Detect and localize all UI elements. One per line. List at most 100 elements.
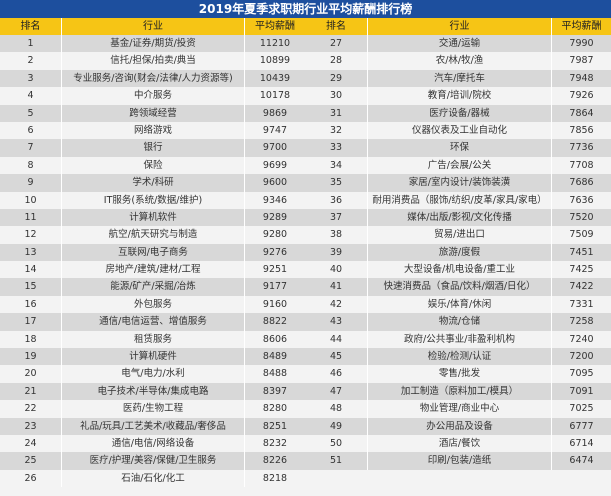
cell-salary: 7520	[569, 211, 594, 223]
salary-table: 排名 行业 平均薪酬 1 基金/证券/期货/投资 11210 2 信托/担保/拍卖/典当…	[0, 18, 611, 488]
cell-industry: 通信/电信/网络设备	[62, 434, 245, 453]
cell-salary: 7422	[569, 281, 594, 293]
table-row: 42 娱乐/体育/休闲 7331	[305, 295, 611, 314]
cell-rank: 47	[305, 382, 368, 401]
table-row: 22 医药/生物工程 8280	[0, 400, 305, 418]
cell-industry: 租赁服务	[62, 330, 245, 349]
cell-rank: 40	[305, 261, 368, 279]
cell-salary: 9177	[262, 281, 288, 293]
cell-rank: 38	[305, 226, 368, 244]
table-row: 14 房地产/建筑/建材/工程 9251	[0, 261, 305, 279]
cell-industry: 零售/批发	[368, 365, 552, 383]
cell-salary: 9700	[262, 142, 288, 154]
cell-industry: 电气/电力/水利	[62, 365, 245, 383]
cell-industry: 礼品/玩具/工艺美术/收藏品/奢侈品	[62, 417, 245, 435]
cell-rank: 20	[0, 365, 62, 383]
cell-salary: 6474	[569, 455, 594, 467]
cell-rank: 33	[305, 139, 368, 157]
table-row: 20 电气/电力/水利 8488	[0, 365, 305, 383]
table-row: 24 通信/电信/网络设备 8232	[0, 434, 305, 453]
cell-rank: 4	[0, 87, 62, 105]
cell-industry: 家居/室内设计/装饰装潢	[368, 174, 552, 192]
cell-rank: 46	[305, 365, 368, 383]
table-row: 45 检验/检测/认证 7200	[305, 348, 611, 366]
table-row: 13 互联网/电子商务 9276	[0, 243, 305, 262]
table-row: 26 石油/石化/化工 8218	[0, 469, 305, 488]
cell-salary: 8606	[262, 333, 288, 345]
table-title: 2019年夏季求职期行业平均薪酬排行榜	[0, 0, 611, 18]
cell-industry: 教育/培训/院校	[368, 87, 552, 105]
cell-salary: 7095	[569, 368, 594, 380]
table-row: 31 医疗设备/器械 7864	[305, 104, 611, 122]
cell-salary: 9699	[262, 159, 288, 171]
cell-industry: 交通/运输	[368, 35, 552, 53]
cell-salary: 7990	[569, 38, 594, 49]
table-row: 36 耐用消费品（服饰/纺织/皮革/家具/家电） 7636	[305, 191, 611, 209]
cell-industry: 基金/证券/期货/投资	[62, 35, 245, 53]
cell-industry: 中介服务	[62, 87, 245, 105]
cell-salary: 7025	[569, 403, 594, 415]
cell-rank: 11	[0, 208, 62, 227]
table-row: 41 快速消费品（食品/饮料/烟酒/日化） 7422	[305, 278, 611, 296]
header-row: 排名 行业 平均薪酬	[305, 18, 611, 35]
cell-salary: 8218	[262, 472, 288, 484]
cell-salary: 9160	[262, 298, 288, 310]
table-row: 18 租赁服务 8606	[0, 330, 305, 349]
cell-industry: 物业管理/商业中心	[368, 400, 552, 418]
cell-industry: 能源/矿产/采掘/冶炼	[62, 278, 245, 296]
cell-rank: 50	[305, 434, 368, 453]
cell-industry: 媒体/出版/影视/文化传播	[368, 208, 552, 227]
cell-rank: 32	[305, 121, 368, 140]
cell-salary: 11210	[259, 38, 291, 49]
cell-salary: 9289	[262, 211, 288, 223]
cell-salary: 7926	[569, 90, 594, 102]
cell-salary: 9346	[262, 194, 288, 206]
cell-rank: 44	[305, 330, 368, 349]
cell-rank: 8	[0, 156, 62, 175]
cell-salary: 7708	[569, 159, 594, 171]
cell-salary: 10439	[259, 72, 291, 84]
table-row: 4 中介服务 10178	[0, 87, 305, 105]
cell-rank: 49	[305, 417, 368, 435]
header-salary: 平均薪酬	[561, 21, 602, 32]
table-row: 32 仪器仪表及工业自动化 7856	[305, 121, 611, 140]
cell-rank: 21	[0, 382, 62, 401]
cell-rank: 25	[0, 452, 62, 470]
cell-salary: 7948	[569, 72, 594, 84]
cell-rank: 15	[0, 278, 62, 296]
cell-rank: 19	[0, 348, 62, 366]
cell-rank: 37	[305, 208, 368, 227]
table-row: 25 医疗/护理/美容/保健/卫生服务 8226	[0, 452, 305, 470]
table-row: 8 保险 9699	[0, 156, 305, 175]
cell-salary: 6777	[569, 420, 594, 432]
cell-industry: 加工制造（原料加工/模具）	[368, 382, 552, 401]
cell-industry: 电子技术/半导体/集成电路	[62, 382, 245, 401]
cell-rank: 9	[0, 174, 62, 192]
table-row: 5 跨领域经营 9869	[0, 104, 305, 122]
cell-rank: 5	[0, 104, 62, 122]
table-row: 43 物流/仓储 7258	[305, 313, 611, 331]
table-row: 49 办公用品及设备 6777	[305, 417, 611, 435]
cell-salary: 8397	[262, 385, 288, 397]
cell-industry: 汽车/摩托车	[368, 69, 552, 88]
table-row: 7 银行 9700	[0, 139, 305, 157]
cell-salary: 7736	[569, 142, 594, 154]
table-row: 51 印刷/包装/造纸 6474	[305, 452, 611, 470]
cell-salary: 7200	[569, 351, 594, 363]
cell-rank: 22	[0, 400, 62, 418]
cell-rank: 34	[305, 156, 368, 175]
cell-industry: 农/林/牧/渔	[368, 52, 552, 70]
table-row: 15 能源/矿产/采掘/冶炼 9177	[0, 278, 305, 296]
cell-rank: 39	[305, 243, 368, 262]
cell-salary: 7509	[569, 229, 594, 241]
table-row: 37 媒体/出版/影视/文化传播 7520	[305, 208, 611, 227]
cell-industry: 物流/仓储	[368, 313, 552, 331]
cell-salary: 7425	[569, 264, 594, 276]
table-row: 6 网络游戏 9747	[0, 121, 305, 140]
cell-rank: 18	[0, 330, 62, 349]
table-row: 35 家居/室内设计/装饰装潢 7686	[305, 174, 611, 192]
table-row: 23 礼品/玩具/工艺美术/收藏品/奢侈品 8251	[0, 417, 305, 435]
table-row: 19 计算机硬件 8489	[0, 348, 305, 366]
table-row: 46 零售/批发 7095	[305, 365, 611, 383]
cell-industry: 政府/公共事业/非盈利机构	[368, 330, 552, 349]
